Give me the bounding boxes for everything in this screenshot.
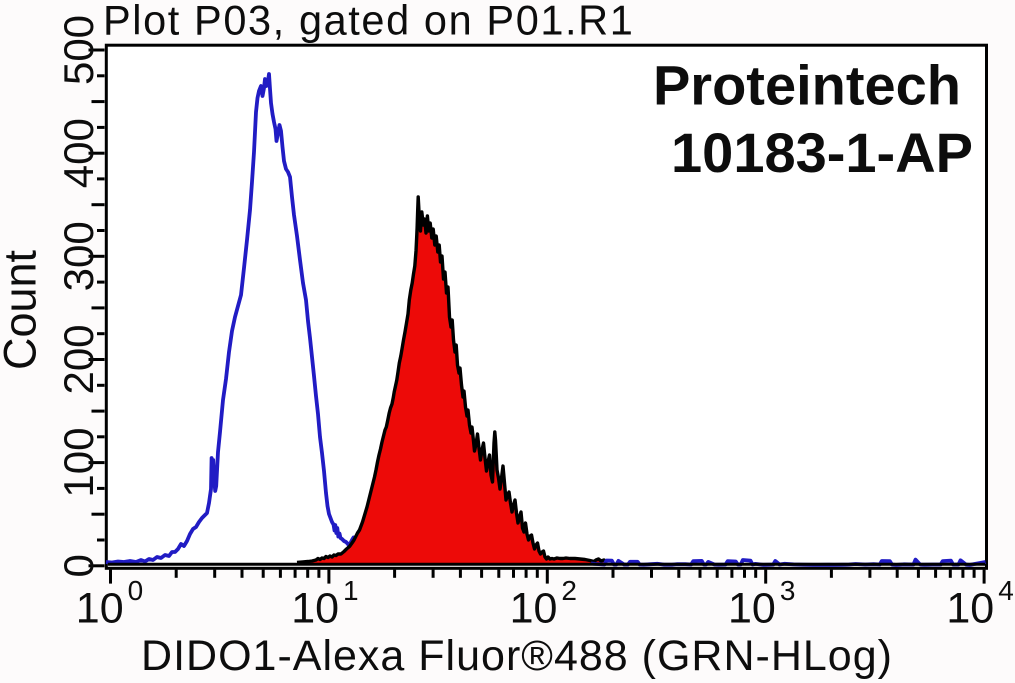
svg-text:400: 400 bbox=[55, 118, 102, 188]
svg-text:Plot P03, gated on P01.R1: Plot P03, gated on P01.R1 bbox=[103, 0, 634, 44]
svg-text:500: 500 bbox=[55, 15, 102, 85]
svg-text:Proteintech: Proteintech bbox=[653, 54, 961, 117]
svg-text:100: 100 bbox=[55, 428, 102, 498]
svg-text:200: 200 bbox=[55, 324, 102, 394]
svg-text:0: 0 bbox=[55, 554, 102, 577]
svg-text:DIDO1-Alexa Fluor®488 (GRN-HLo: DIDO1-Alexa Fluor®488 (GRN-HLog) bbox=[141, 632, 893, 680]
svg-text:104: 10 4 bbox=[946, 575, 1013, 633]
svg-text:300: 300 bbox=[55, 221, 102, 291]
svg-text:10183-1-AP: 10183-1-AP bbox=[671, 121, 973, 184]
svg-text:Count: Count bbox=[0, 249, 46, 370]
